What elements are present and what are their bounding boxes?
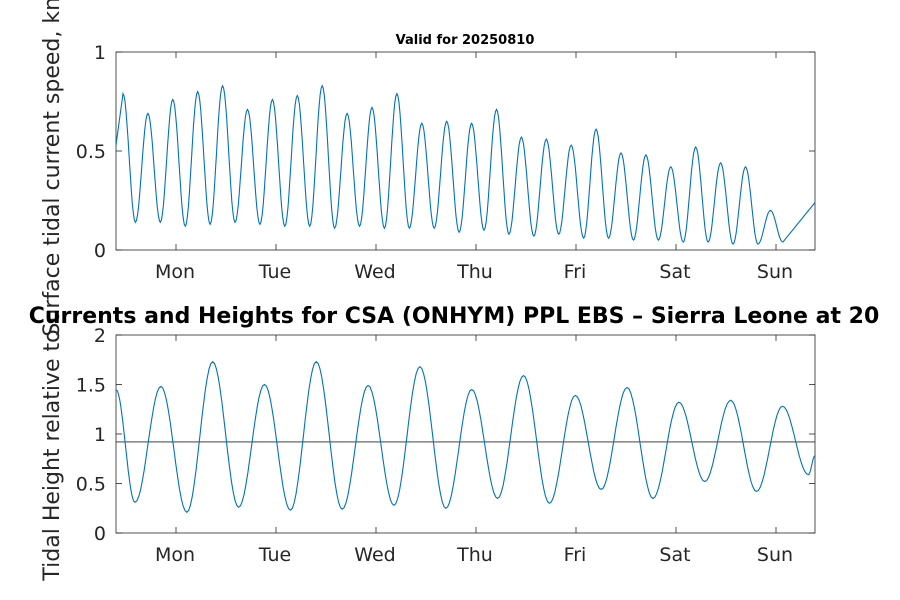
speed-axes: 0 0.5 1 Mon Tue Wed Thu Fri Sat Sun	[76, 42, 816, 283]
height-xtick-label-sun: Sun	[757, 544, 793, 566]
main-chart-title: Currents and Heights for CSA (ONHYM) PPL…	[29, 304, 880, 329]
height-ytick-label: 0	[94, 523, 106, 545]
height-ytick-label: 1	[94, 424, 106, 446]
height-ytick-label: 2	[94, 325, 106, 347]
height-xtick-label-mon: Mon	[155, 544, 195, 566]
speed-ytick-label: 1	[94, 42, 106, 64]
speed-xtick-label-wed: Wed	[354, 261, 395, 283]
speed-ytick-label: 0	[94, 240, 106, 262]
speed-xtick-label-tue: Tue	[258, 261, 291, 283]
height-axes: 0 0.5 1 1.5 2 Mon Tue Wed Thu Fri Sat Sun	[76, 325, 816, 566]
height-xtick-label-tue: Tue	[258, 544, 291, 566]
height-subplot: 0 0.5 1 1.5 2 Mon Tue Wed Thu Fri Sat Sun Tidal Hei…	[29, 304, 880, 582]
height-y-label: Tidal Height relative to	[40, 329, 65, 581]
height-ytick-label: 1.5	[76, 375, 106, 397]
speed-xtick-label-sun: Sun	[757, 261, 793, 283]
speed-chart-title: Valid for 20250810	[396, 33, 535, 48]
speed-xtick-label-fri: Fri	[564, 261, 587, 283]
speed-xtick-label-sat: Sat	[659, 261, 690, 283]
speed-series-line	[115, 84, 816, 246]
speed-xtick-label-mon: Mon	[155, 261, 195, 283]
speed-ytick-label: 0.5	[76, 141, 106, 163]
height-xtick-label-fri: Fri	[564, 544, 587, 566]
speed-subplot: Valid for 20250810 0 0.5 1 Mon Tue Wed Thu Fri S…	[40, 0, 816, 337]
height-xtick-label-wed: Wed	[354, 544, 395, 566]
height-axes-box	[115, 334, 816, 534]
height-series-line	[115, 360, 816, 513]
height-ytick-label: 0.5	[76, 474, 106, 496]
speed-axes-box	[115, 51, 816, 251]
speed-y-label: Surface tidal current speed, knots	[40, 0, 65, 337]
speed-xtick-label-thu: Thu	[456, 261, 493, 283]
height-xtick-label-thu: Thu	[456, 544, 493, 566]
height-xtick-label-sat: Sat	[659, 544, 690, 566]
